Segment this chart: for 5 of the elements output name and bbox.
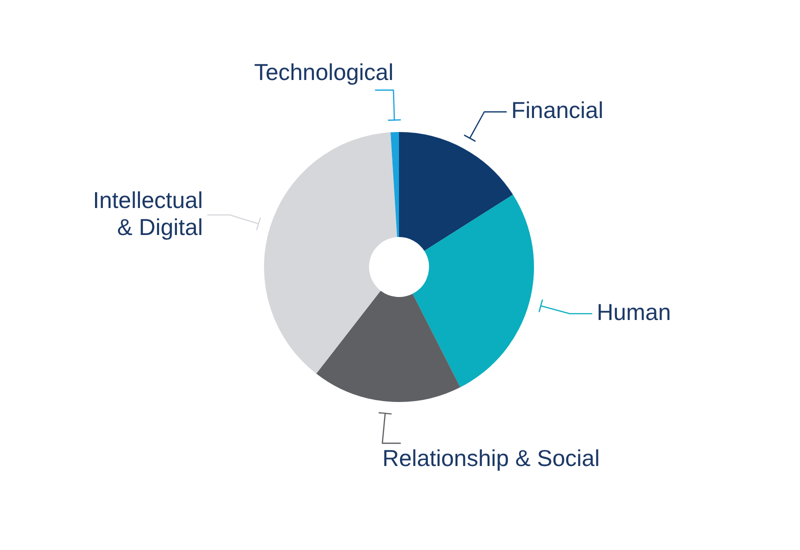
slice-label: Intellectual & Digital — [92, 186, 203, 240]
slice-label: Technological — [254, 58, 394, 85]
slice-label: Financial — [511, 97, 604, 124]
slice-label: Relationship & Social — [382, 445, 600, 472]
legend-label: Human — [596, 299, 671, 326]
